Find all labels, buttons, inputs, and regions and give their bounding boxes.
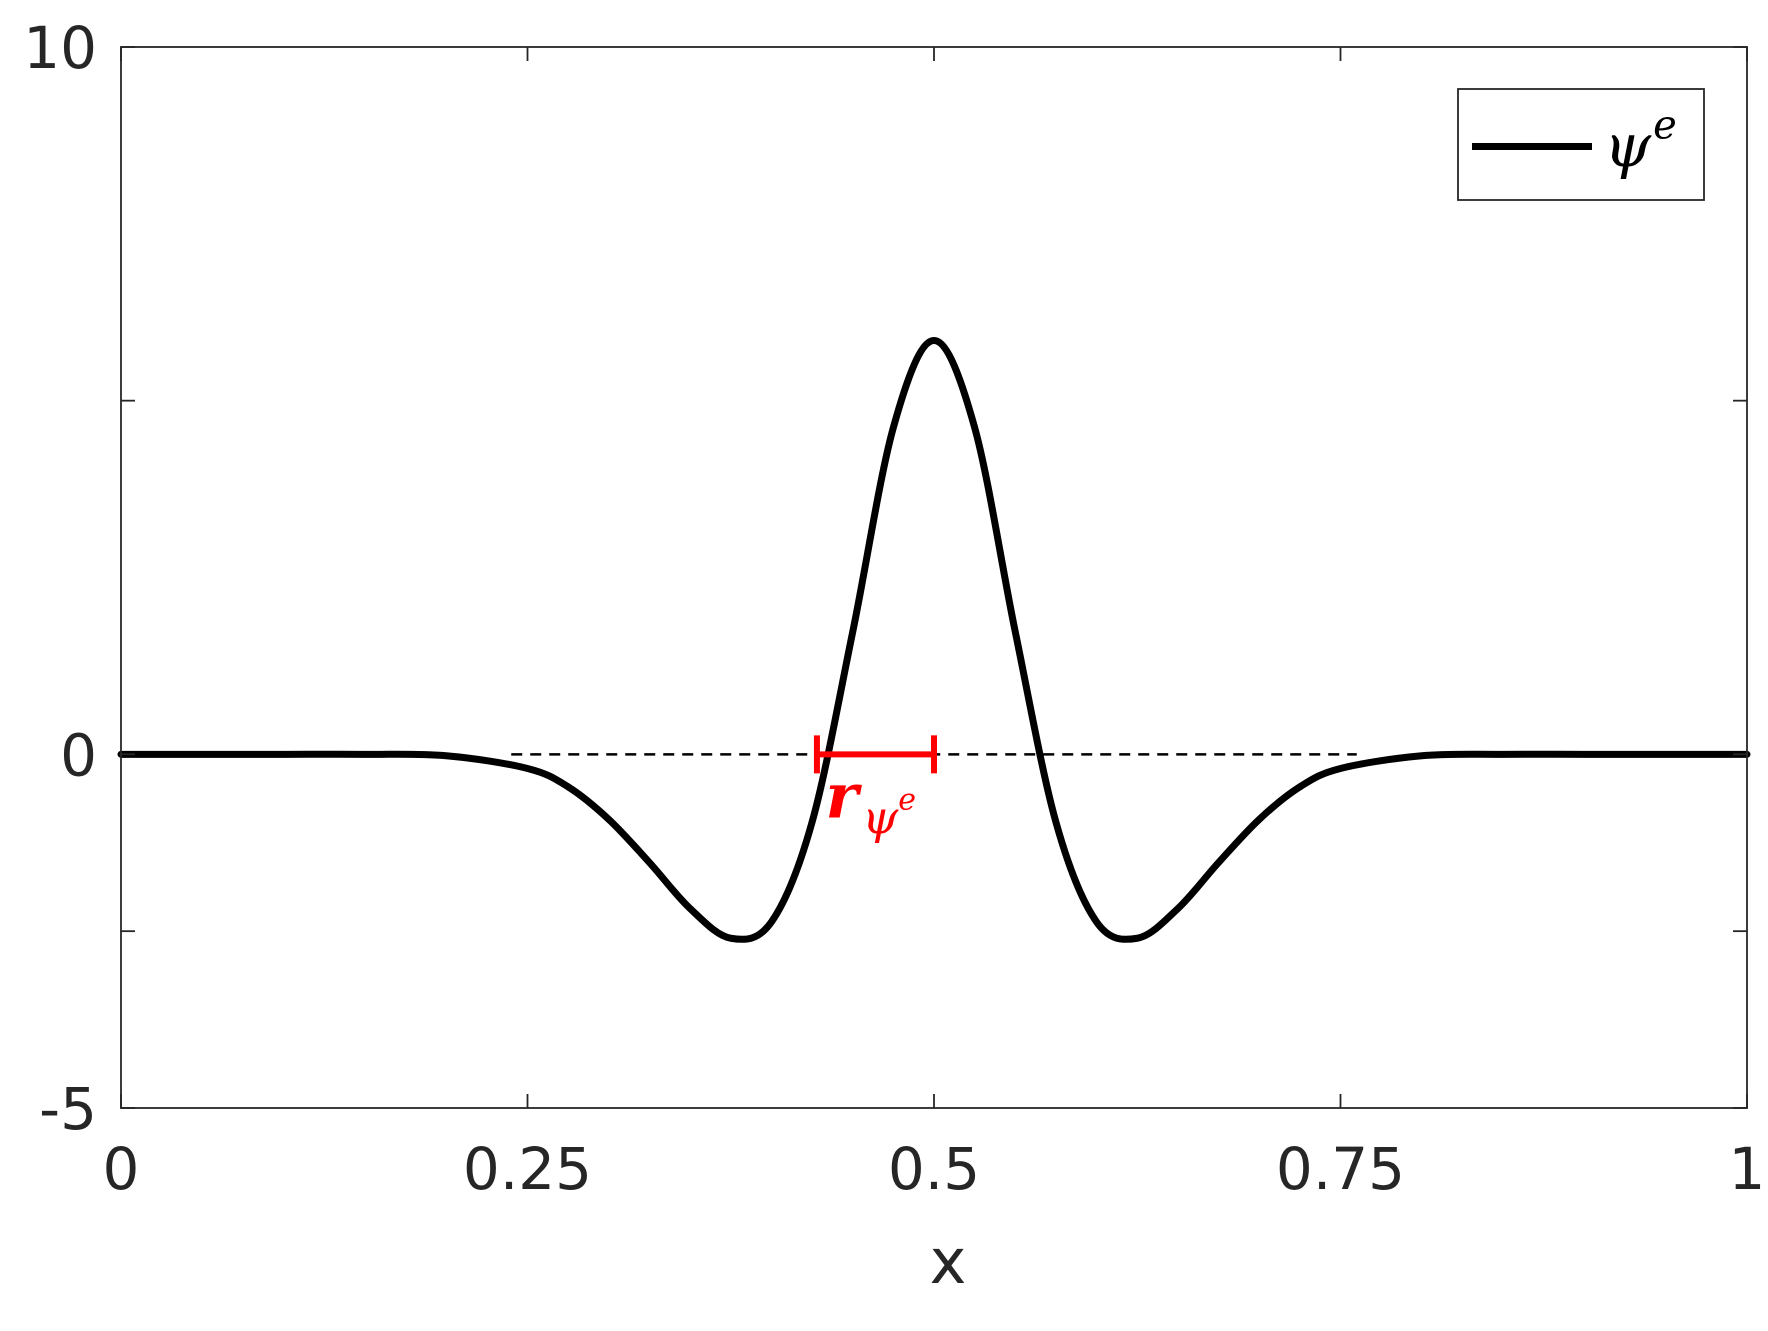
interval-label-main: r: [825, 759, 862, 832]
interval-label: rψe: [825, 759, 916, 844]
y-tick-label: 10: [23, 14, 97, 82]
x-axis-label: x: [930, 1225, 967, 1298]
interval-label-sub-sup: e: [898, 782, 916, 817]
legend-label-main: ψ: [1604, 112, 1652, 182]
legend-layer: ψe: [1457, 88, 1705, 201]
plot-area-frame: [120, 46, 1748, 1109]
interval-label-sub: ψ: [862, 790, 899, 844]
series-layer: [117, 337, 1751, 943]
legend-label-sup: e: [1653, 103, 1677, 149]
y-tick-label: 0: [60, 721, 97, 789]
y-tick-label: -5: [39, 1075, 97, 1143]
x-tick-label: 0.25: [463, 1135, 592, 1203]
series-line-psi-e: [117, 337, 1751, 943]
x-tick-label: 0: [103, 1135, 140, 1203]
x-tick-label: 0.75: [1276, 1135, 1405, 1203]
x-tick-label: 0.5: [888, 1135, 980, 1203]
x-tick-label: 1: [1729, 1135, 1766, 1203]
legend-label: ψe: [1604, 103, 1677, 182]
annotation-layer: rψe: [813, 735, 937, 844]
